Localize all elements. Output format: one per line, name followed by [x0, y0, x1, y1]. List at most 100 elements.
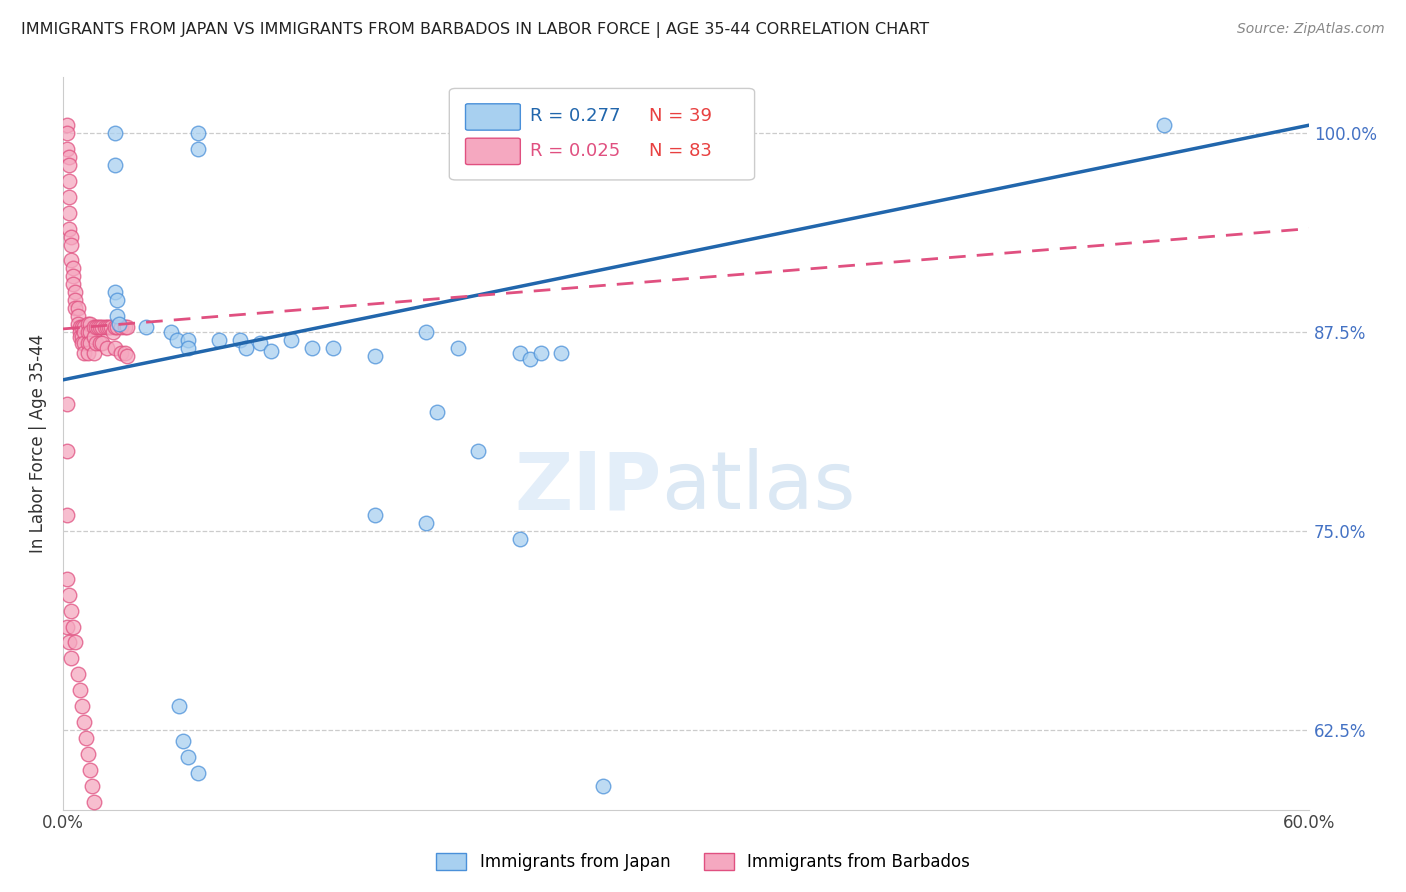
Point: [70, 320, 93, 334]
Point: [363, 508, 385, 522]
Point: [104, 285, 127, 300]
Point: [97, 320, 120, 334]
Point: [69, 320, 91, 334]
Point: [60, 253, 83, 268]
Point: [301, 341, 323, 355]
Point: [235, 341, 257, 355]
Point: [60, 604, 83, 618]
Point: [530, 345, 553, 359]
Point: [82, 779, 104, 793]
Point: [176, 333, 198, 347]
Text: atlas: atlas: [661, 449, 855, 526]
Point: [66, 301, 89, 316]
Point: [56, 118, 79, 132]
Point: [550, 345, 572, 359]
Point: [56, 444, 79, 458]
Point: [96, 320, 118, 334]
Point: [69, 325, 91, 339]
Text: R = 0.025: R = 0.025: [530, 142, 620, 160]
Point: [69, 683, 91, 698]
Y-axis label: In Labor Force | Age 35-44: In Labor Force | Age 35-44: [30, 334, 46, 553]
Point: [105, 309, 128, 323]
Point: [87, 320, 110, 334]
Point: [89, 336, 111, 351]
Point: [110, 320, 132, 334]
Point: [187, 126, 209, 140]
FancyBboxPatch shape: [465, 138, 520, 164]
Point: [73, 325, 96, 339]
Point: [105, 293, 128, 308]
Point: [84, 320, 107, 334]
Point: [91, 320, 114, 334]
Point: [79, 317, 101, 331]
Point: [83, 345, 105, 359]
Point: [79, 763, 101, 777]
Point: [89, 320, 111, 334]
Point: [135, 320, 157, 334]
Point: [65, 301, 87, 316]
Point: [60, 229, 83, 244]
Point: [77, 747, 100, 761]
Point: [79, 336, 101, 351]
Point: [426, 405, 449, 419]
Point: [58, 190, 80, 204]
Point: [117, 349, 139, 363]
Point: [66, 317, 89, 331]
Point: [70, 336, 93, 351]
Point: [83, 795, 105, 809]
Point: [260, 344, 283, 359]
Point: [66, 309, 89, 323]
Point: [58, 635, 80, 649]
Point: [467, 444, 489, 458]
Point: [104, 320, 127, 334]
Text: IMMIGRANTS FROM JAPAN VS IMMIGRANTS FROM BARBADOS IN LABOR FORCE | AGE 35-44 COR: IMMIGRANTS FROM JAPAN VS IMMIGRANTS FROM…: [21, 22, 929, 38]
Point: [83, 330, 105, 344]
Point: [173, 734, 195, 748]
Point: [62, 269, 84, 284]
Point: [84, 336, 107, 351]
Point: [58, 150, 80, 164]
Text: N = 39: N = 39: [648, 107, 711, 125]
Point: [77, 325, 100, 339]
Text: Source: ZipAtlas.com: Source: ZipAtlas.com: [1237, 22, 1385, 37]
Point: [69, 330, 91, 344]
Point: [73, 336, 96, 351]
Point: [56, 126, 79, 140]
Point: [249, 336, 271, 351]
Point: [509, 345, 531, 359]
Point: [70, 330, 93, 344]
Point: [446, 341, 468, 355]
Point: [77, 345, 100, 359]
Point: [65, 293, 87, 308]
Point: [415, 325, 437, 339]
Point: [58, 221, 80, 235]
Legend: Immigrants from Japan, Immigrants from Barbados: Immigrants from Japan, Immigrants from B…: [427, 845, 979, 880]
Point: [77, 336, 100, 351]
Point: [166, 333, 188, 347]
Point: [73, 345, 96, 359]
Point: [58, 174, 80, 188]
Point: [93, 320, 115, 334]
Point: [104, 126, 127, 140]
Point: [79, 325, 101, 339]
Point: [56, 572, 79, 586]
Point: [110, 345, 132, 359]
Point: [114, 320, 136, 334]
Point: [56, 142, 79, 156]
Point: [108, 317, 131, 331]
Point: [58, 158, 80, 172]
Point: [519, 352, 541, 367]
Point: [58, 205, 80, 219]
Point: [363, 349, 385, 363]
Point: [169, 699, 191, 714]
Point: [62, 277, 84, 292]
Point: [91, 336, 114, 351]
Point: [104, 341, 127, 355]
Point: [66, 667, 89, 681]
Point: [1153, 118, 1175, 132]
Text: R = 0.277: R = 0.277: [530, 107, 621, 125]
Point: [101, 325, 124, 339]
Point: [73, 714, 96, 729]
Text: ZIP: ZIP: [513, 449, 661, 526]
Point: [96, 341, 118, 355]
